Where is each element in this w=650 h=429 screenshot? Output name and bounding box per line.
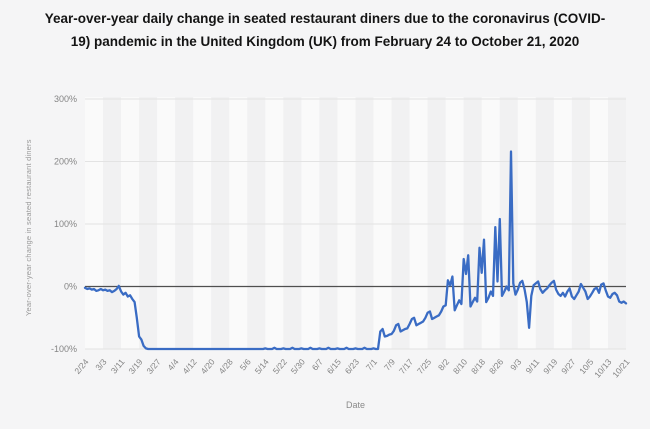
plot-band (85, 97, 104, 349)
x-tick-label: 7/25 (415, 357, 433, 376)
plot-band (337, 97, 356, 349)
y-tick-label: 0% (64, 282, 77, 292)
plot-band (607, 97, 626, 349)
plot-band (571, 97, 590, 349)
plot-band (391, 97, 410, 349)
plot-band (535, 97, 554, 349)
chart-title: Year-over-year daily change in seated re… (44, 11, 606, 49)
y-tick-label: -100% (51, 344, 77, 354)
plot-band (409, 97, 428, 349)
plot-band (157, 97, 176, 349)
plot-band (193, 97, 212, 349)
plot-band (103, 97, 122, 349)
x-tick-label: 7/17 (397, 357, 415, 376)
plot-band (319, 97, 338, 349)
plot-band (211, 97, 230, 349)
plot-band (373, 97, 392, 349)
x-tick-label: 9/3 (508, 357, 523, 373)
x-tick-label: 5/22 (271, 357, 289, 376)
x-tick-label: 3/3 (93, 357, 108, 373)
x-tick-label: 5/14 (253, 357, 271, 376)
plot-band (229, 97, 248, 349)
y-tick-label: 100% (54, 219, 77, 229)
x-tick-label: 8/10 (451, 357, 469, 376)
x-tick-label: 5/30 (289, 357, 307, 376)
x-tick-label: 8/26 (487, 357, 505, 376)
x-tick-label: 9/11 (523, 357, 541, 376)
x-tick-label: 10/21 (610, 357, 632, 380)
x-tick-label: 10/13 (592, 357, 614, 380)
x-tick-label: 7/9 (382, 357, 397, 373)
plot-band (553, 97, 572, 349)
x-tick-label: 8/2 (436, 357, 451, 373)
x-tick-label: 6/23 (343, 357, 361, 376)
plot-band (589, 97, 608, 349)
x-tick-label: 3/19 (126, 357, 144, 376)
y-tick-label: 300% (54, 94, 77, 104)
x-axis-title: Date (345, 400, 365, 410)
plot-band (139, 97, 158, 349)
x-tick-label: 5/6 (238, 357, 253, 373)
x-tick-label: 6/15 (325, 357, 343, 376)
plot-band (481, 97, 500, 349)
x-tick-label: 9/19 (541, 357, 559, 376)
x-tick-label: 3/11 (109, 357, 127, 376)
x-tick-label: 9/27 (559, 357, 577, 376)
x-tick-label: 4/12 (180, 357, 198, 376)
plot-band (175, 97, 194, 349)
x-tick-label: 4/4 (165, 357, 180, 373)
plot-band (463, 97, 482, 349)
x-tick-label: 4/28 (217, 357, 235, 376)
plot-band (247, 97, 266, 349)
x-tick-label: 2/24 (72, 357, 90, 376)
plot-band (283, 97, 302, 349)
x-tick-label: 7/1 (364, 357, 379, 373)
x-tick-label: 3/27 (144, 357, 162, 376)
data-line-series (83, 150, 628, 351)
plot-band (355, 97, 374, 349)
x-tick-label: 4/20 (198, 357, 216, 376)
x-tick-label: 8/18 (469, 357, 487, 376)
plot-band (265, 97, 284, 349)
y-tick-label: 200% (54, 157, 77, 167)
plot-band (301, 97, 320, 349)
x-tick-label: 6/7 (310, 357, 325, 373)
